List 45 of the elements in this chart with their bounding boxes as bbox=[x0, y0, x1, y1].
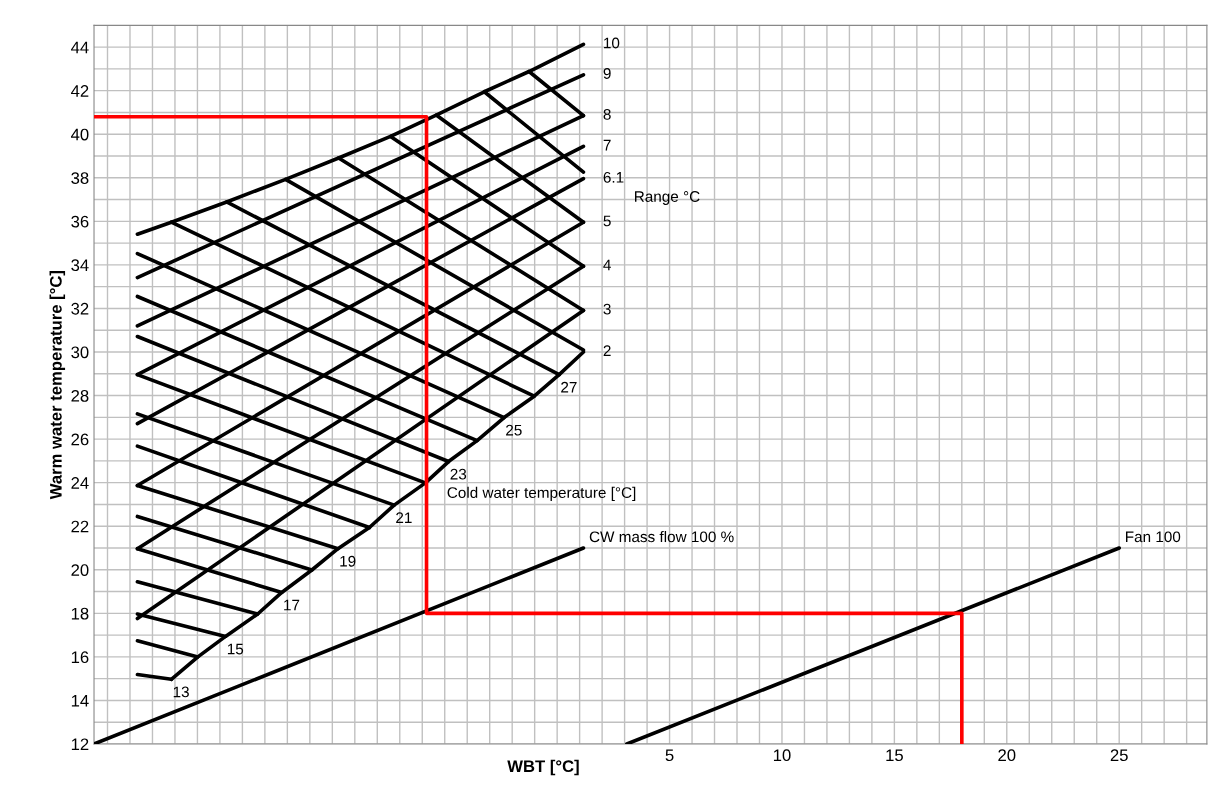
y-tick-label: 36 bbox=[71, 215, 89, 228]
y-tick-label: 18 bbox=[71, 607, 89, 620]
series-label: 2 bbox=[603, 345, 611, 356]
y-axis-title: Warm water temperature [°C] bbox=[49, 270, 66, 500]
series-label: 27 bbox=[561, 381, 577, 393]
series-label: 15 bbox=[227, 643, 244, 655]
series-label: 6.1 bbox=[603, 171, 624, 183]
series-label: 19 bbox=[340, 555, 356, 567]
y-tick-label: 30 bbox=[71, 346, 89, 359]
series-label: 4 bbox=[603, 259, 611, 271]
series-label: 21 bbox=[396, 512, 412, 523]
y-tick-label: 20 bbox=[71, 564, 89, 576]
y-tick-label: 16 bbox=[71, 651, 89, 664]
series-label: CW mass flow 100 % bbox=[589, 530, 734, 543]
series-label: 23 bbox=[450, 468, 467, 480]
x-axis-title: WBT [°C] bbox=[507, 759, 579, 776]
y-tick-label: 38 bbox=[71, 172, 89, 184]
x-tick-label: 15 bbox=[886, 749, 903, 762]
y-tick-label: 22 bbox=[71, 520, 89, 533]
series-label: 3 bbox=[603, 303, 611, 315]
series-label: 17 bbox=[284, 599, 300, 611]
y-tick-label: 14 bbox=[71, 695, 89, 707]
x-tick-label: 10 bbox=[773, 749, 791, 762]
series-label: 25 bbox=[506, 424, 522, 436]
series-label: 9 bbox=[603, 68, 611, 79]
annotation: Cold water temperature [°C] bbox=[447, 486, 636, 502]
annotation: Range °C bbox=[635, 191, 700, 205]
y-tick-label: 42 bbox=[71, 85, 89, 97]
series-label: 5 bbox=[603, 215, 611, 227]
y-tick-label: 12 bbox=[71, 738, 89, 751]
y-tick-label: 26 bbox=[71, 433, 89, 446]
series-label: 8 bbox=[603, 109, 611, 120]
series-label: 7 bbox=[603, 139, 611, 151]
x-tick-label: 25 bbox=[1110, 749, 1128, 762]
y-tick-label: 40 bbox=[71, 128, 89, 141]
series-label: 10 bbox=[604, 37, 620, 49]
x-tick-label: 5 bbox=[665, 749, 674, 762]
x-tick-label: 20 bbox=[998, 749, 1016, 762]
y-tick-label: 24 bbox=[71, 477, 89, 489]
series-label: Fan 100 bbox=[1126, 531, 1181, 543]
y-tick-label: 32 bbox=[71, 302, 89, 315]
series-label: 13 bbox=[173, 686, 189, 698]
y-tick-label: 28 bbox=[71, 389, 89, 402]
y-tick-label: 44 bbox=[71, 41, 89, 54]
y-tick-label: 34 bbox=[71, 259, 89, 272]
